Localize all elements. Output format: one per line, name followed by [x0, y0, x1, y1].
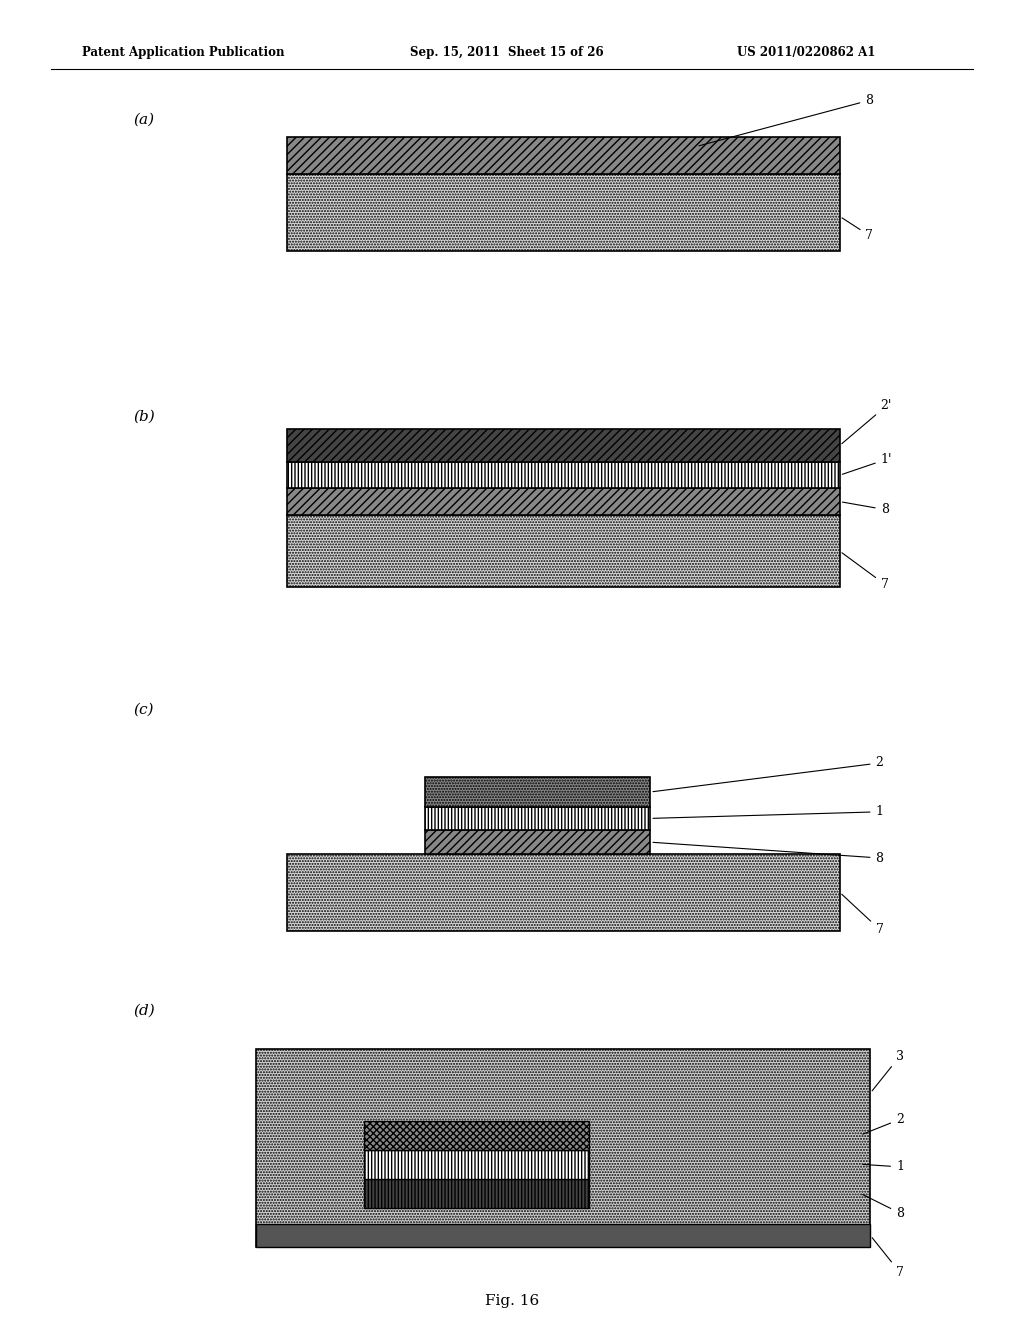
Text: 2: 2	[653, 756, 884, 792]
Bar	[425, 830, 650, 854]
Text: 2: 2	[863, 1113, 904, 1134]
Bar	[364, 1150, 589, 1179]
Bar	[425, 807, 650, 830]
Bar	[287, 174, 840, 251]
Bar	[287, 854, 840, 931]
Text: 7: 7	[842, 218, 873, 242]
Bar	[287, 137, 840, 174]
Bar	[287, 462, 840, 488]
Bar	[256, 1224, 870, 1247]
Bar	[425, 777, 650, 807]
Text: 1: 1	[653, 805, 884, 818]
Bar	[364, 1179, 589, 1208]
Text: Fig. 16: Fig. 16	[485, 1294, 539, 1308]
Text: US 2011/0220862 A1: US 2011/0220862 A1	[737, 46, 876, 59]
Bar	[256, 1049, 870, 1247]
Bar	[287, 515, 840, 587]
Text: 2': 2'	[842, 400, 892, 444]
Text: (b): (b)	[133, 409, 155, 424]
Text: 8: 8	[653, 842, 884, 865]
Text: (c): (c)	[133, 702, 154, 717]
Text: Patent Application Publication: Patent Application Publication	[82, 46, 285, 59]
Text: 8: 8	[862, 1195, 904, 1220]
Bar	[364, 1121, 589, 1150]
Text: 7: 7	[842, 553, 889, 590]
Bar	[287, 429, 840, 462]
Text: (d): (d)	[133, 1003, 155, 1018]
Text: 1: 1	[863, 1160, 904, 1173]
Bar	[287, 488, 840, 515]
Text: 1': 1'	[843, 453, 892, 474]
Text: 8: 8	[843, 502, 889, 516]
Text: 7: 7	[872, 1238, 904, 1279]
Text: 8: 8	[699, 94, 873, 145]
Text: Sep. 15, 2011  Sheet 15 of 26: Sep. 15, 2011 Sheet 15 of 26	[410, 46, 603, 59]
Text: (a): (a)	[133, 112, 155, 127]
Text: 3: 3	[872, 1049, 904, 1090]
Text: 7: 7	[842, 894, 884, 936]
